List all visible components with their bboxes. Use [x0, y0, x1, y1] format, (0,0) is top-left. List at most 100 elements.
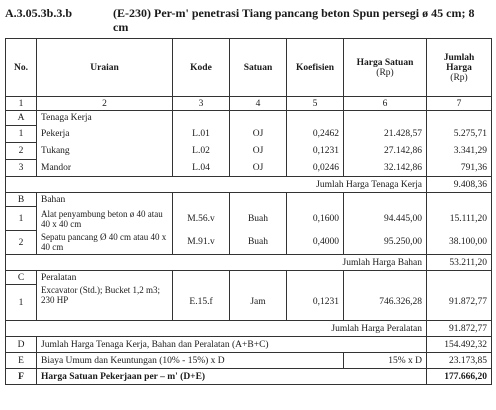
- section-title: Peralatan: [36, 270, 173, 285]
- subtotal-row: Jumlah Harga Bahan 53.211,20: [5, 254, 492, 271]
- col-header-kode: Kode: [172, 38, 230, 97]
- table-row: 1 Excavator (Std.); Bucket 1,2 m3; 230 H…: [5, 284, 492, 321]
- harga-satuan-unit: (Rp): [376, 67, 394, 78]
- table-row: 2 Tukang L.02 OJ 0,1231 27.142,86 3.341,…: [5, 142, 492, 160]
- col-header-koefisien: Koefisien: [286, 38, 344, 97]
- subtotal-label: Jumlah Harga Tenaga Kerja: [5, 176, 427, 193]
- row-jumlah: 15.111,20: [426, 206, 492, 231]
- col-number: 4: [229, 96, 287, 111]
- subtotal-label: Jumlah Harga Bahan: [5, 254, 427, 271]
- row-kode: E.15.f: [172, 284, 230, 321]
- row-no: 1: [5, 125, 37, 143]
- row-satuan: OJ: [229, 142, 287, 160]
- jumlah-harga-label: Jumlah Harga: [443, 52, 475, 73]
- summary-label: Biaya Umum dan Keuntungan (10% - 15%) x …: [36, 352, 344, 369]
- table-header-row: No. Uraian Kode Satuan Koefisien Harga S…: [5, 38, 492, 97]
- section-b-heading-row: B Bahan: [5, 192, 492, 207]
- col-header-uraian: Uraian: [36, 38, 173, 97]
- summary-letter: F: [5, 368, 37, 385]
- row-uraian: Pekerja: [36, 125, 173, 143]
- item-title: (E-230) Per-m' penetrasi Tiang pancang b…: [113, 6, 475, 34]
- table-row: 1 Pekerja L.01 OJ 0,2462 21.428,57 5.275…: [5, 125, 492, 143]
- row-uraian: Sepatu pancang Ø 40 cm atau 40 x 40 cm: [36, 230, 173, 255]
- summary-letter: E: [5, 352, 37, 369]
- summary-row-e: E Biaya Umum dan Keuntungan (10% - 15%) …: [5, 352, 492, 369]
- col-header-satuan: Satuan: [229, 38, 287, 97]
- row-uraian: Alat penyambung beton ø 40 atau 40 x 40 …: [36, 206, 173, 231]
- row-kode: M.56.v: [172, 206, 230, 231]
- col-header-harga-satuan: Harga Satuan (Rp): [343, 38, 427, 97]
- col-header-no: No.: [5, 38, 37, 97]
- summary-letter: D: [5, 336, 37, 353]
- row-jumlah: 5.275,71: [426, 125, 492, 143]
- summary-label: Harga Satuan Pekerjaan per – m' (D+E): [36, 368, 427, 385]
- col-number: 7: [426, 96, 492, 111]
- section-letter: A: [5, 110, 37, 126]
- col-number: 2: [36, 96, 173, 111]
- column-number-row: 1 2 3 4 5 6 7: [5, 96, 492, 111]
- row-no: 1: [5, 206, 37, 231]
- row-uraian: Excavator (Std.); Bucket 1,2 m3; 230 HP: [36, 284, 173, 321]
- row-harga: 27.142,86: [343, 142, 427, 160]
- summary-row-f: F Harga Satuan Pekerjaan per – m' (D+E) …: [5, 368, 492, 385]
- summary-row-d: D Jumlah Harga Tenaga Kerja, Bahan dan P…: [5, 336, 492, 353]
- row-koefisien: 0,1231: [286, 284, 344, 321]
- row-no: 2: [5, 230, 37, 255]
- col-number: 5: [286, 96, 344, 111]
- col-header-jumlah-harga: Jumlah Harga (Rp): [426, 38, 492, 97]
- subtotal-row: Jumlah Harga Tenaga Kerja 9.408,36: [5, 176, 492, 193]
- subtotal-value: 91.872,77: [426, 320, 492, 337]
- section-title: Tenaga Kerja: [36, 110, 173, 126]
- section-c-heading-row: C Peralatan: [5, 270, 492, 285]
- summary-value: 154.492,32: [426, 336, 492, 353]
- row-satuan: OJ: [229, 125, 287, 143]
- subtotal-label: Jumlah Harga Peralatan: [5, 320, 427, 337]
- subtotal-value: 53.211,20: [426, 254, 492, 271]
- subtotal-value: 9.408,36: [426, 176, 492, 193]
- row-kode: L.01: [172, 125, 230, 143]
- row-satuan: Buah: [229, 206, 287, 231]
- summary-value: 177.666,20: [426, 368, 492, 385]
- row-kode: L.04: [172, 159, 230, 177]
- section-a-heading-row: A Tenaga Kerja: [5, 110, 492, 126]
- row-harga: 21.428,57: [343, 125, 427, 143]
- row-satuan: OJ: [229, 159, 287, 177]
- section-letter: B: [5, 192, 37, 207]
- subtotal-row: Jumlah Harga Peralatan 91.872,77: [5, 320, 492, 337]
- summary-value: 23.173,85: [426, 352, 492, 369]
- row-harga: 95.250,00: [343, 230, 427, 255]
- jumlah-harga-unit: (Rp): [450, 72, 468, 83]
- row-jumlah: 3.341,29: [426, 142, 492, 160]
- section-letter: C: [5, 270, 37, 285]
- row-no: 1: [5, 284, 37, 321]
- col-number: 1: [5, 96, 37, 111]
- row-jumlah: 38.100,00: [426, 230, 492, 255]
- col-number: 3: [172, 96, 230, 111]
- col-number: 6: [343, 96, 427, 111]
- table-row: 2 Sepatu pancang Ø 40 cm atau 40 x 40 cm…: [5, 230, 492, 255]
- summary-label: Jumlah Harga Tenaga Kerja, Bahan dan Per…: [36, 336, 427, 353]
- row-koefisien: 0,1231: [286, 142, 344, 160]
- row-koefisien: 0,1600: [286, 206, 344, 231]
- row-kode: L.02: [172, 142, 230, 160]
- row-satuan: Jam: [229, 284, 287, 321]
- row-kode: M.91.v: [172, 230, 230, 255]
- row-harga: 94.445,00: [343, 206, 427, 231]
- row-jumlah: 791,36: [426, 159, 492, 177]
- section-title: Bahan: [36, 192, 173, 207]
- row-uraian: Tukang: [36, 142, 173, 160]
- row-uraian: Mandor: [36, 159, 173, 177]
- summary-rate: 15% x D: [343, 352, 427, 369]
- table-row: 1 Alat penyambung beton ø 40 atau 40 x 4…: [5, 206, 492, 231]
- price-analysis-table: No. Uraian Kode Satuan Koefisien Harga S…: [5, 38, 492, 385]
- item-code: A.3.05.3b.3.b: [5, 6, 73, 20]
- row-satuan: Buah: [229, 230, 287, 255]
- row-koefisien: 0,2462: [286, 125, 344, 143]
- row-harga: 746.326,28: [343, 284, 427, 321]
- row-koefisien: 0,0246: [286, 159, 344, 177]
- document-header: A.3.05.3b.3.b (E-230) Per-m' penetrasi T…: [5, 6, 491, 36]
- row-harga: 32.142,86: [343, 159, 427, 177]
- row-no: 3: [5, 159, 37, 177]
- harga-satuan-label: Harga Satuan: [356, 57, 414, 68]
